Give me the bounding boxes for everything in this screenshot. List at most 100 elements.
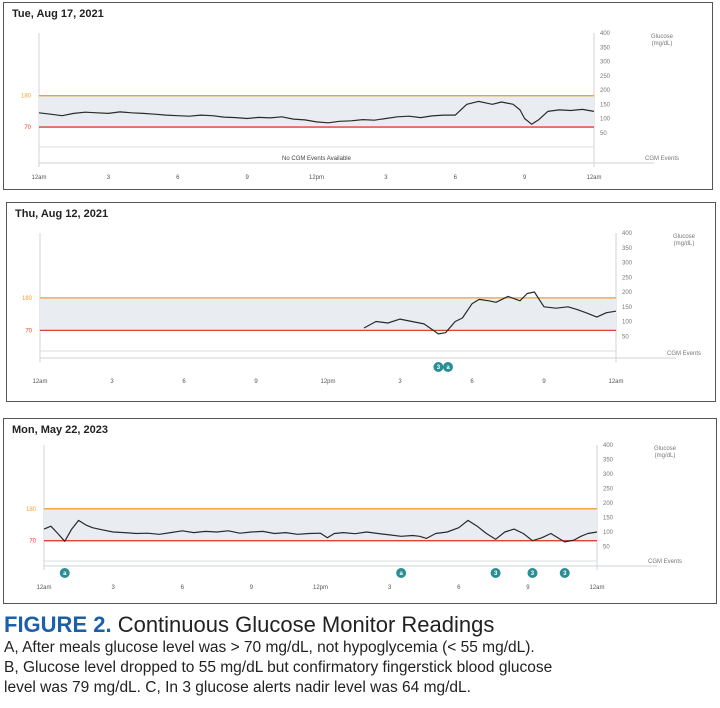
x-tick-label: 3 — [111, 585, 115, 591]
y-tick-label: 150 — [603, 516, 614, 522]
caption-title-line: FIGURE 2. Continuous Glucose Monitor Rea… — [4, 612, 716, 638]
x-tick-label: 12pm — [309, 175, 324, 181]
y-tick-label: 200 — [622, 290, 633, 296]
panel-date: Tue, Aug 17, 2021 — [12, 8, 104, 20]
glucose-chart-a: 180 70 400 350 300 250 200 150 100 50 Glucose(mg/d… — [21, 31, 679, 181]
event-marker-label: 3 — [563, 571, 567, 577]
cgm-events-label: CGM Events — [648, 559, 682, 565]
x-tick-label: 9 — [254, 379, 258, 385]
glucose-trace — [363, 291, 617, 335]
caption-line-a: A, After meals glucose level was > 70 mg… — [4, 639, 535, 656]
y-tick-label: 250 — [603, 487, 614, 493]
x-tick-label: 6 — [181, 585, 185, 591]
x-tick-label: 3 — [398, 379, 402, 385]
low-threshold-label: 70 — [24, 125, 31, 131]
target-range-band — [40, 297, 616, 331]
event-marker-label: 3 — [494, 571, 498, 577]
y-tick-label: 350 — [622, 246, 633, 252]
y-tick-label: 400 — [622, 231, 633, 237]
x-tick-label: 3 — [107, 175, 111, 181]
event-marker — [527, 568, 538, 578]
y-tick-label: 50 — [603, 545, 610, 551]
y-tick-label: 350 — [603, 458, 614, 464]
x-tick-label: 12am — [36, 585, 51, 591]
high-threshold-label: 180 — [26, 507, 37, 513]
y-tick-label: 150 — [600, 102, 611, 108]
y-tick-label: 300 — [622, 261, 633, 267]
x-tick-label: 12am — [31, 175, 46, 181]
y-axis-title: Glucose — [654, 446, 677, 452]
y-tick-label: 350 — [600, 45, 611, 51]
y-tick-label: 100 — [603, 530, 614, 536]
event-marker — [490, 568, 501, 578]
events-note: No CGM Events Available — [282, 156, 352, 162]
low-threshold-label: 70 — [25, 328, 32, 334]
x-tick-label: 6 — [182, 379, 186, 385]
figure-caption: FIGURE 2. Continuous Glucose Monitor Rea… — [4, 612, 716, 698]
y-tick-label: 400 — [600, 31, 611, 37]
y-tick-label: 250 — [600, 74, 611, 80]
chart-panel-a: Tue, Aug 17, 2021 180 70 400 350 300 250 200 15… — [3, 2, 713, 190]
x-tick-label: 6 — [470, 379, 474, 385]
y-tick-label: 150 — [622, 305, 633, 311]
x-tick-label: 3 — [388, 585, 392, 591]
figure-title: Continuous Glucose Monitor Readings — [111, 612, 495, 637]
glucose-trace — [43, 519, 598, 543]
x-tick-label: 6 — [454, 175, 458, 181]
y-tick-label: 250 — [622, 275, 633, 281]
x-tick-label: 9 — [526, 585, 530, 591]
high-threshold-label: 180 — [21, 94, 32, 100]
event-marker — [433, 362, 444, 372]
chart-panel-b: Thu, Aug 12, 2021 180 70 400 350 300 250 200 15… — [6, 202, 716, 402]
y-axis-title: (mg/dL) — [655, 453, 676, 459]
chart-panel-c: Mon, May 22, 2023 180 70 400 350 300 250 200 15… — [3, 418, 717, 604]
x-tick-label: 12am — [32, 379, 47, 385]
x-tick-label: 6 — [176, 175, 180, 181]
x-tick-label: 12pm — [313, 585, 328, 591]
event-marker-label: a — [399, 571, 403, 577]
low-threshold-label: 70 — [29, 539, 36, 545]
cgm-events-label: CGM Events — [645, 156, 679, 162]
x-tick-label: 3 — [110, 379, 114, 385]
x-tick-label: 12am — [586, 175, 601, 181]
y-axis-title: (mg/dL) — [674, 241, 695, 247]
y-tick-label: 200 — [600, 88, 611, 94]
y-axis-title: Glucose — [651, 34, 674, 40]
caption-line-b: B, Glucose level dropped to 55 mg/dL but… — [4, 659, 553, 676]
event-marker — [59, 568, 70, 578]
figure-label: FIGURE 2. — [4, 612, 112, 637]
event-marker — [443, 362, 453, 372]
y-axis-title: Glucose — [673, 234, 696, 240]
y-tick-label: 50 — [622, 334, 629, 340]
y-tick-label: 100 — [622, 320, 633, 326]
x-tick-label: 6 — [457, 585, 461, 591]
x-tick-label: 12am — [589, 585, 604, 591]
caption-line-c: level was 79 mg/dL. C, In 3 glucose aler… — [4, 679, 471, 696]
x-tick-label: 12pm — [320, 379, 335, 385]
event-marker — [559, 568, 570, 578]
glucose-chart-c: 180 70 400 350 300 250 200 150 100 50 Glucose(mg/d… — [26, 443, 682, 591]
y-tick-label: 100 — [600, 117, 611, 123]
x-tick-label: 12am — [608, 379, 623, 385]
target-range-band — [44, 508, 597, 541]
panel-date: Mon, May 22, 2023 — [12, 424, 108, 436]
high-threshold-label: 180 — [22, 296, 33, 302]
event-marker-label: a — [446, 365, 450, 371]
x-tick-label: 3 — [384, 175, 388, 181]
y-tick-label: 50 — [600, 131, 607, 137]
x-tick-label: 9 — [523, 175, 527, 181]
glucose-trace — [38, 100, 595, 125]
event-marker-label: 3 — [437, 365, 441, 371]
event-marker-label: 3 — [531, 571, 535, 577]
y-axis-title: (mg/dL) — [652, 41, 673, 47]
y-tick-label: 300 — [603, 472, 614, 478]
panel-date: Thu, Aug 12, 2021 — [15, 208, 109, 220]
event-marker-label: a — [63, 571, 67, 577]
glucose-chart-b: 180 70 400 350 300 250 200 150 100 50 Glucose(mg/d… — [22, 231, 701, 385]
event-marker — [396, 568, 407, 578]
x-tick-label: 9 — [250, 585, 254, 591]
y-tick-label: 200 — [603, 501, 614, 507]
x-tick-label: 9 — [542, 379, 546, 385]
x-tick-label: 9 — [245, 175, 249, 181]
cgm-events-label: CGM Events — [667, 351, 701, 357]
